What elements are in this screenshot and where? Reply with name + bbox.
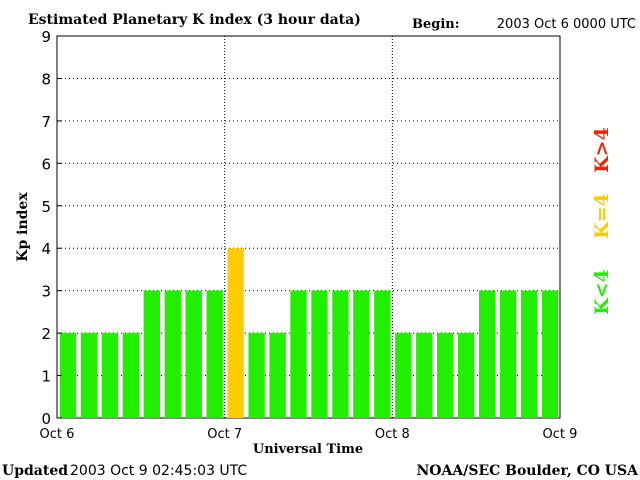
y-tick-label: 5 xyxy=(41,198,51,216)
kp-bar xyxy=(374,290,391,418)
kp-bar xyxy=(59,333,77,418)
begin-label: Begin: xyxy=(412,17,460,32)
y-tick-label: 7 xyxy=(41,113,51,131)
kp-bar xyxy=(227,248,244,418)
updated-label: Updated xyxy=(2,463,68,479)
x-tick-label: Oct 8 xyxy=(375,427,410,442)
kp-bar xyxy=(80,333,98,418)
kp-bar xyxy=(416,333,433,418)
y-tick-label: 9 xyxy=(41,28,51,46)
chart-title: Estimated Planetary K index (3 hour data… xyxy=(28,12,361,28)
kp-bar xyxy=(332,290,349,418)
legend-item-above-4: K>4 xyxy=(591,127,613,173)
kp-bar xyxy=(122,333,140,418)
kp-bar xyxy=(353,290,370,418)
kp-bar xyxy=(269,333,286,418)
updated-value: 2003 Oct 9 02:45:03 UTC xyxy=(70,463,247,479)
x-tick-label: Oct 6 xyxy=(40,427,75,442)
kp-bar xyxy=(143,290,160,418)
y-axis-label: Kp index xyxy=(15,192,31,262)
begin-value: 2003 Oct 6 0000 UTC xyxy=(497,17,636,32)
x-tick-label: Oct 7 xyxy=(207,427,242,442)
kp-bar xyxy=(248,333,265,418)
kp-bar xyxy=(290,290,307,418)
kp-bar xyxy=(395,333,412,418)
kp-bar xyxy=(185,290,202,418)
y-tick-label: 4 xyxy=(41,240,51,258)
x-tick-label: Oct 9 xyxy=(543,427,578,442)
kp-bar xyxy=(478,290,496,418)
y-tick-label: 2 xyxy=(41,325,51,343)
y-axis-ticks: 0 1 2 3 4 5 6 7 8 9 xyxy=(41,28,62,428)
plot-frame xyxy=(56,35,561,419)
source-credit: NOAA/SEC Boulder, CO USA xyxy=(417,463,640,479)
kp-bar xyxy=(458,333,475,418)
kp-bar xyxy=(164,290,181,418)
kp-bar xyxy=(520,290,538,418)
kp-bar xyxy=(101,333,119,418)
bars-group xyxy=(59,248,559,418)
legend-item-below-4: K<4 xyxy=(591,269,613,315)
y-tick-label: 8 xyxy=(41,70,51,88)
kp-bar xyxy=(311,290,328,418)
y-tick-label: 6 xyxy=(41,155,51,173)
kp-bar xyxy=(499,290,517,418)
kp-bar xyxy=(541,290,559,418)
legend-item-equal-4: K=4 xyxy=(591,193,613,239)
kp-bar xyxy=(437,333,454,418)
y-tick-label: 0 xyxy=(41,410,51,428)
y-tick-label: 1 xyxy=(41,368,51,386)
x-axis-label: Universal Time xyxy=(253,442,363,457)
day-separators xyxy=(224,36,393,418)
legend: K<4 K=4 K>4 xyxy=(591,127,613,315)
y-tick-label: 3 xyxy=(41,283,51,301)
x-axis-ticks: Oct 6 Oct 7 Oct 8 Oct 9 xyxy=(40,427,578,442)
kp-bar xyxy=(206,290,223,418)
